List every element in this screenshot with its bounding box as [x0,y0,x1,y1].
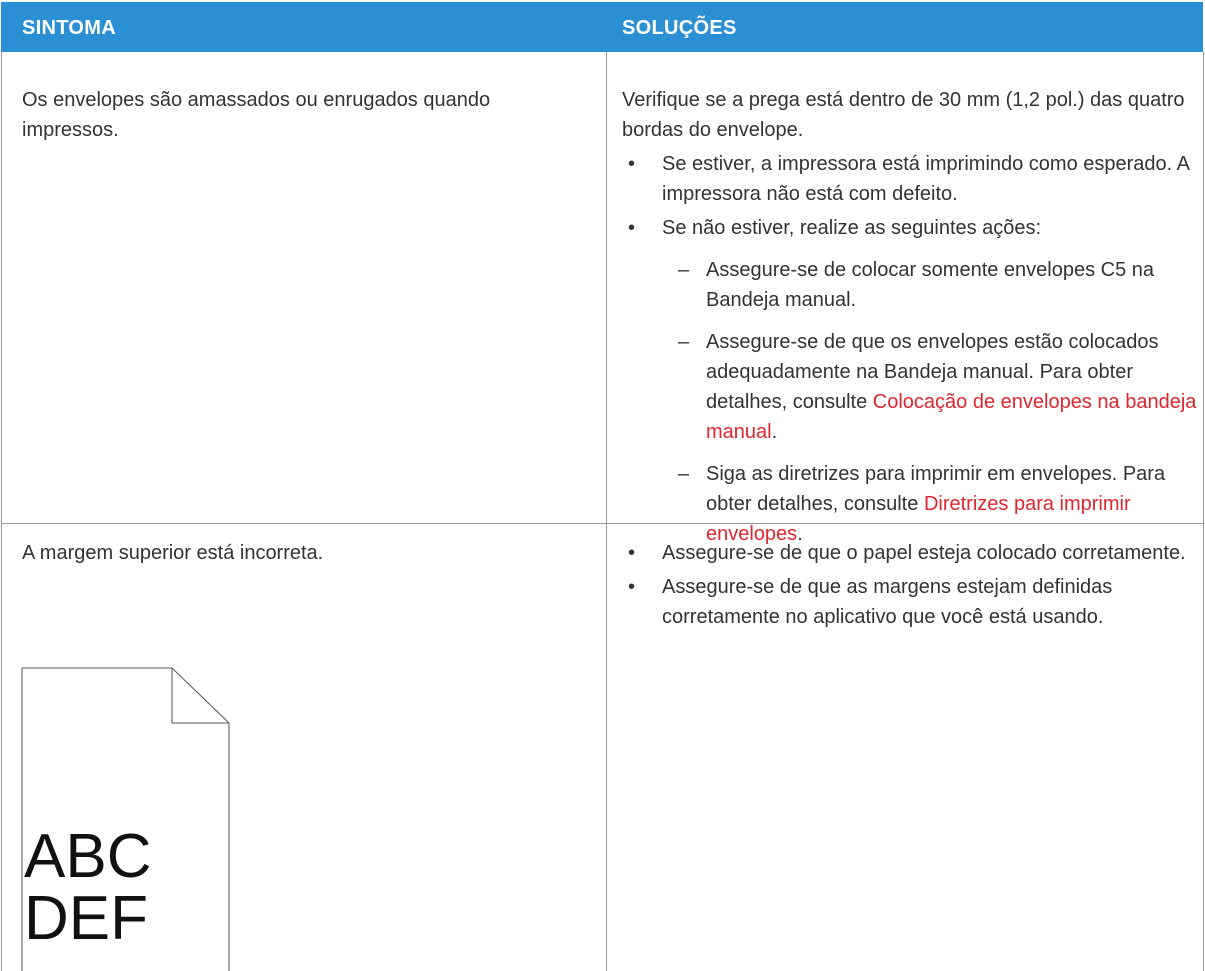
text: Siga as diretrizes para imprimir em enve… [706,463,1166,515]
paragraph: Verifique se a prega está dentro de 30 m… [622,89,1185,141]
text: Assegure-se de que o papel esteja coloca… [662,542,1186,564]
sub-item: Assegure-se de colocar somente envelopes… [622,255,1197,315]
solution: Assegure-se de que o papel esteja coloca… [622,534,1197,632]
solution: Verifique se a prega está dentro de 30 m… [622,85,1197,549]
bullet: Se estiver, a impressora está imprimindo… [622,149,1197,209]
link[interactable]: Colocação de envelopes na bandeja manual [706,391,1197,443]
text: Assegure-se de que as margens estejam de… [662,576,1113,628]
text: Assegure-se de colocar somente envelopes… [706,259,1155,311]
text: Se não estiver, realize as seguintes açõ… [662,217,1042,239]
header-cell: SINTOMA [22,17,116,39]
border [1,52,2,971]
sample-text: DEF [24,884,148,953]
symptom: A margem superior está incorreta. [22,542,324,564]
text: Assegure-se de que os envelopes estão co… [706,331,1159,413]
sub-item: Assegure-se de que os envelopes estão co… [622,327,1197,447]
bullet: Se não estiver, realize as seguintes açõ… [622,213,1197,549]
border [1,523,1203,524]
fold [171,668,229,724]
text: . [771,421,778,443]
table-header: SINTOMA SOLUÇÕES [1,2,1203,52]
sample-text: ABC [24,822,151,891]
illustration: ABC DEF [21,667,230,971]
text: Se estiver, a impressora está imprimindo… [662,153,1189,205]
border [606,52,607,971]
bullet: Assegure-se de que o papel esteja coloca… [622,538,1197,568]
text: . [797,523,803,545]
symptom: Os envelopes são amassados ou enrugados … [22,89,491,141]
sub-item: Siga as diretrizes para imprimir em enve… [622,459,1197,549]
header-cell: SOLUÇÕES [622,17,737,39]
bullet: Assegure-se de que as margens estejam de… [622,572,1197,632]
border [1203,52,1204,971]
